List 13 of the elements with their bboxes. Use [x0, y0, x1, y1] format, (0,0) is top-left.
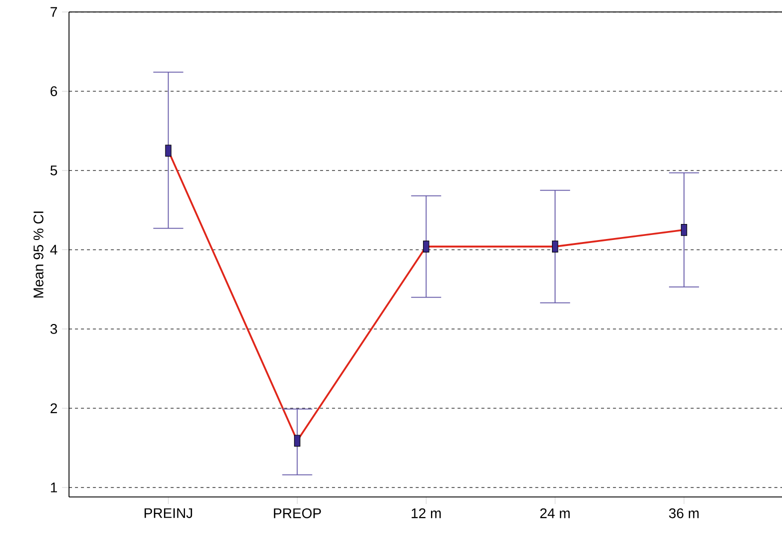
x-tick-label: 36 m: [669, 508, 699, 518]
y-tick-label: 6: [50, 86, 58, 96]
y-tick-label: 4: [50, 244, 58, 255]
x-tick-label: 12 m: [412, 508, 441, 518]
y-tick-label: 2: [50, 403, 57, 414]
y-tick-label: 3: [50, 324, 58, 334]
y-tick-label: 5: [50, 166, 58, 176]
y-axis-title: Mean 95 % CI: [34, 212, 44, 298]
x-tick-label: PREOP: [274, 508, 321, 518]
x-tick-label: PREINJ: [144, 508, 192, 518]
y-tick-label: 1: [50, 482, 57, 492]
x-tick-label: 24 m: [540, 508, 570, 518]
y-tick-label: 7: [50, 7, 57, 17]
